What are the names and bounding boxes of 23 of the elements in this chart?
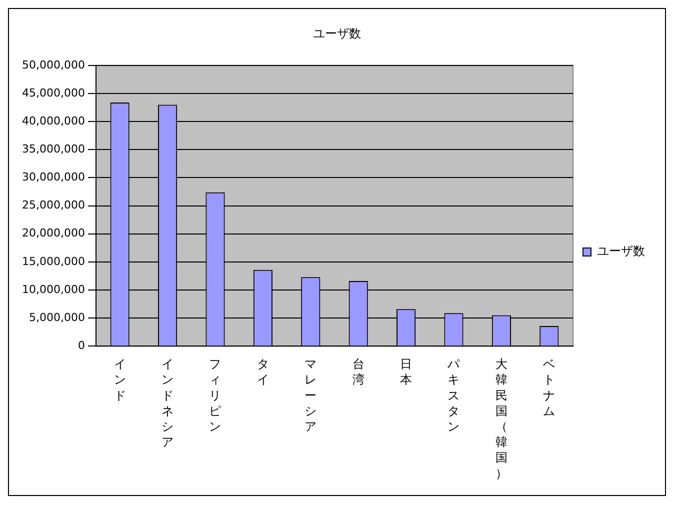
x-tick-label: パキスタン — [446, 357, 461, 434]
x-tick-label: ベトナム — [543, 357, 556, 418]
x-tick-label: マレーシア — [304, 357, 317, 434]
y-tick-label: 50,000,000 — [22, 58, 85, 72]
x-tick-label: フィリピン — [209, 357, 222, 434]
y-tick-label: 35,000,000 — [22, 142, 85, 156]
chart-title: ユーザ数 — [313, 26, 361, 40]
legend-label: ユーザ数 — [597, 244, 645, 258]
y-tick-label: 45,000,000 — [22, 86, 85, 100]
y-tick-label: 10,000,000 — [22, 282, 85, 296]
y-tick-label: 15,000,000 — [22, 254, 85, 268]
y-tick-label: 5,000,000 — [28, 310, 85, 324]
x-tick-label: インド — [114, 357, 126, 402]
y-tick-label: 40,000,000 — [22, 114, 85, 128]
y-tick-label: 0 — [78, 339, 85, 352]
y-tick-label: 30,000,000 — [22, 170, 85, 184]
y-tick-label: 25,000,000 — [22, 198, 85, 212]
x-tick-label: 台湾 — [352, 357, 364, 387]
x-tick-label: 大韓民国（韓国） — [495, 357, 508, 480]
x-tick-label: タイ — [256, 357, 269, 387]
x-tick-label: 日本 — [400, 357, 412, 387]
x-tick-label: インドネシア — [162, 357, 174, 450]
y-tick-label: 20,000,000 — [22, 226, 85, 240]
